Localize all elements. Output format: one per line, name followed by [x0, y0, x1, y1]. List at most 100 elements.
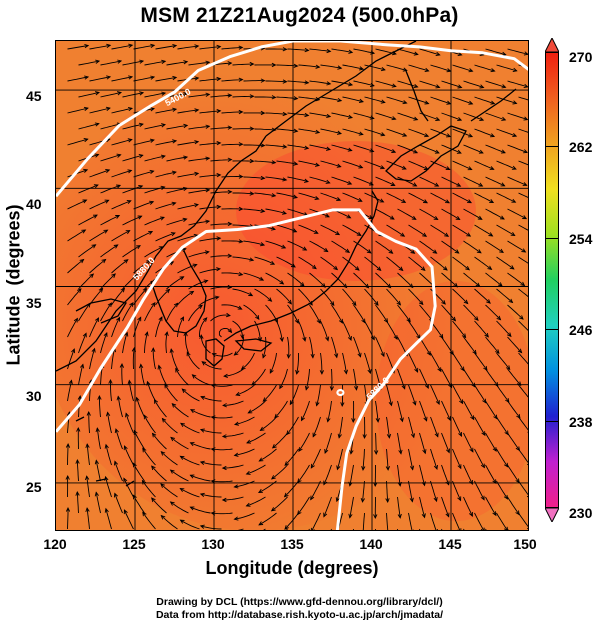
streamline [243, 304, 260, 320]
streamline-arrow-icon [437, 367, 442, 373]
streamline-arrow-icon [94, 91, 101, 96]
streamline [430, 480, 438, 502]
streamline [338, 416, 343, 438]
streamline [243, 240, 265, 246]
streamline-arrow-icon [521, 248, 527, 253]
streamline-arrow-icon [282, 210, 287, 215]
streamline-arrow-icon [179, 276, 185, 281]
streamline [144, 246, 163, 258]
streamline-arrow-icon [233, 452, 239, 457]
streamline [342, 64, 364, 70]
streamline [353, 336, 361, 357]
streamline [175, 368, 189, 386]
streamline-arrow-icon [233, 421, 239, 426]
streamline [125, 413, 134, 434]
streamline [122, 185, 143, 194]
colorbar-tick-mark [545, 238, 559, 239]
streamline [232, 320, 243, 339]
streamline [386, 512, 389, 530]
streamline [518, 128, 528, 133]
streamline [155, 232, 176, 242]
streamline [397, 80, 418, 88]
streamline [243, 176, 265, 179]
streamline-arrow-icon [194, 44, 200, 49]
streamline-arrow-icon [503, 462, 509, 468]
streamline-arrow-icon [84, 43, 90, 49]
streamline-arrow-icon [65, 506, 71, 512]
streamline [248, 400, 266, 414]
streamline [386, 224, 405, 237]
streamline-arrow-icon [301, 416, 305, 422]
streamline [430, 96, 451, 105]
streamline [474, 192, 494, 203]
streamline [474, 480, 485, 500]
streamline [342, 352, 347, 374]
streamline [430, 384, 440, 405]
streamline-arrow-icon [324, 448, 329, 454]
streamline-arrow-icon [523, 116, 528, 121]
streamline [430, 160, 450, 171]
streamline-arrow-icon [126, 200, 132, 205]
streamline-arrow-icon [479, 84, 485, 89]
streamline-arrow-icon [346, 214, 352, 219]
streamline-arrow-icon [413, 116, 419, 121]
streamline [166, 187, 188, 194]
streamline [144, 302, 156, 322]
streamline [100, 184, 121, 194]
streamline [78, 92, 100, 98]
streamline-arrow-icon [424, 133, 430, 138]
streamline-arrow-icon [323, 247, 329, 253]
streamline-arrow-icon [499, 215, 505, 220]
streamline [136, 397, 145, 418]
streamline [155, 140, 177, 146]
streamline [188, 125, 210, 130]
streamline-arrow-icon [221, 465, 227, 471]
streamline [170, 437, 189, 450]
streamline-arrow-icon [136, 245, 141, 250]
streamline-arrow-icon [260, 175, 266, 181]
streamline-arrow-icon [349, 449, 354, 455]
streamline [507, 496, 520, 515]
streamline-arrow-icon [262, 353, 267, 359]
streamline-arrow-icon [522, 182, 528, 187]
streamline [190, 506, 211, 514]
streamline-arrow-icon [402, 100, 408, 105]
streamline-arrow-icon [396, 300, 402, 306]
streamline [309, 336, 314, 358]
streamline [199, 174, 221, 178]
streamline [301, 400, 310, 421]
streamline [265, 272, 284, 285]
streamline [221, 143, 243, 146]
streamline-arrow-icon [81, 229, 87, 234]
streamline-arrow-icon [493, 414, 498, 420]
streamline-arrow-icon [361, 318, 366, 324]
streamline [251, 368, 266, 386]
streamline [408, 192, 428, 204]
y-tick-label: 25 [26, 479, 42, 495]
streamline-arrow-icon [255, 315, 260, 320]
streamline [463, 400, 475, 420]
streamline [496, 416, 509, 435]
streamline [140, 364, 145, 386]
streamline-arrow-icon [161, 123, 166, 128]
streamline [111, 348, 116, 370]
streamline [67, 508, 69, 530]
streamline-arrow-icon [293, 96, 299, 101]
streamline-arrow-icon [433, 497, 438, 503]
streamline-arrow-icon [282, 144, 288, 149]
streamline [276, 192, 298, 199]
streamline [284, 448, 299, 466]
streamline [296, 353, 299, 374]
streamline [67, 443, 69, 466]
streamline-arrow-icon [149, 200, 155, 205]
streamline [133, 288, 147, 306]
streamline-arrow-icon [458, 432, 462, 437]
streamline-arrow-icon [227, 93, 233, 98]
streamline-arrow-icon [335, 497, 340, 503]
streamline-arrow-icon [422, 449, 427, 455]
streamline [243, 208, 265, 212]
streamline [496, 96, 517, 104]
streamline-arrow-icon [329, 386, 334, 392]
streamline-arrow-icon [169, 501, 175, 506]
streamline-arrow-icon [337, 130, 343, 135]
